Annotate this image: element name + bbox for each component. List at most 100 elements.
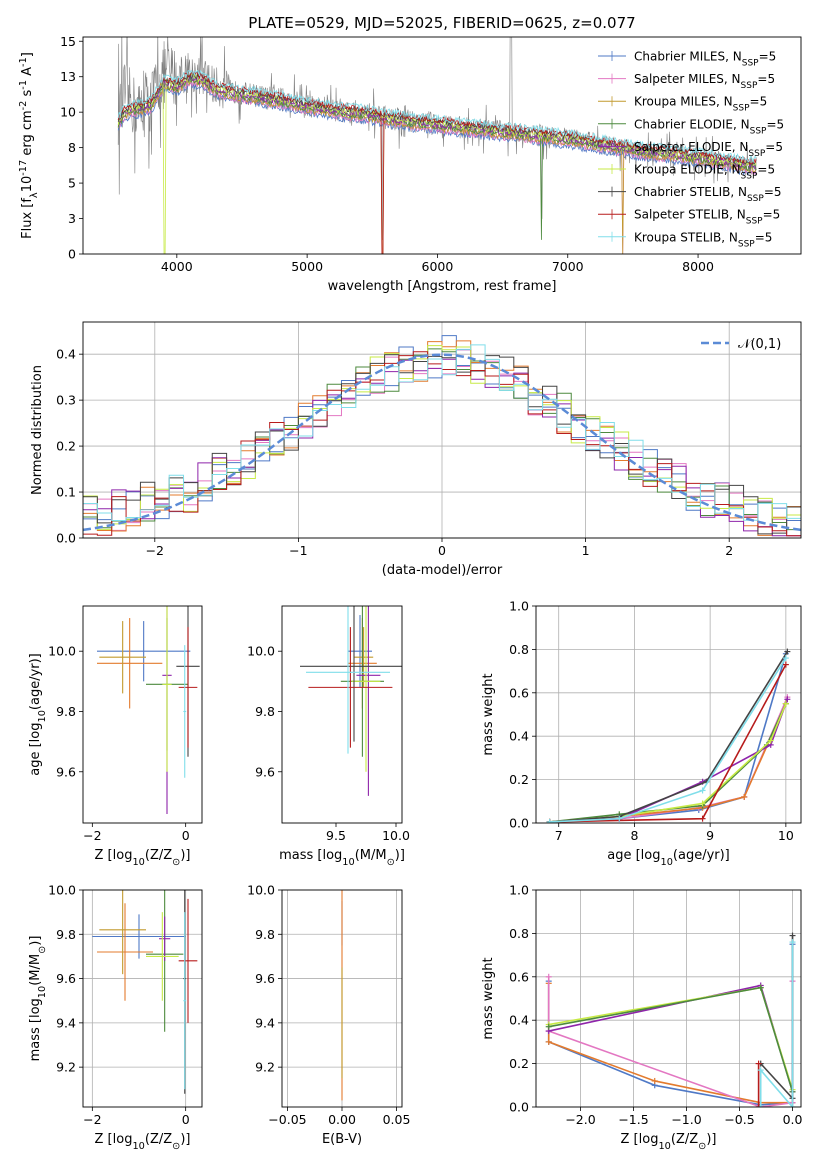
weight-line (759, 942, 794, 1107)
panel-age-vs-mass: 9.5 10.0 9.6 9.8 10.0 mass [log10(M/M⊙)] (247, 605, 410, 868)
legend-label: Chabrier ELODIE, NSSP=5 (634, 117, 784, 136)
x-tick-label: 10.0 (382, 828, 410, 843)
y-tick-label: 0.0 (56, 531, 76, 546)
legend-label: Kroupa STELIB, NSSP=5 (634, 230, 772, 249)
weight-line (549, 703, 787, 823)
plot-area (83, 335, 801, 538)
x-tick-label: −0.05 (268, 1112, 306, 1127)
y-tick-label: 9.6 (255, 971, 275, 986)
x-tick-label: −2.0 (565, 1112, 595, 1127)
y-tick-label: 15 (60, 34, 76, 49)
y-tick-label: 9.2 (255, 1060, 275, 1075)
weight-line (549, 703, 787, 823)
y-tick-label: 0.2 (509, 1056, 529, 1071)
y-tick-label: 10.0 (247, 883, 275, 898)
y-tick-label: 0 (68, 247, 76, 262)
normal-curve (83, 353, 801, 532)
y-axis-label: Normed distribution (30, 365, 45, 495)
x-tick-label: 6000 (422, 259, 454, 274)
chart-title: PLATE=0529, MJD=52025, FIBERID=0625, z=0… (248, 14, 635, 32)
axes-frame (82, 605, 203, 824)
plot-area (300, 606, 402, 796)
axes-frame (82, 321, 802, 539)
model-spectrum-line (117, 73, 757, 254)
x-tick-label: 0 (182, 828, 190, 843)
model-spectrum-line (118, 75, 757, 169)
plot-area (97, 606, 200, 814)
weight-line (549, 651, 789, 823)
x-tick-label: 5000 (291, 259, 323, 274)
x-tick-label: 0.00 (328, 1112, 356, 1127)
x-tick-label: 2 (725, 543, 733, 558)
weight-line (548, 984, 794, 1093)
x-axis-label: (data-model)/error (382, 563, 503, 578)
y-tick-label: 10.0 (48, 644, 76, 659)
plot-area (546, 648, 791, 823)
axes-frame (82, 36, 802, 255)
x-axis-label: Z [log10(Z/Z⊙)] (621, 1132, 717, 1152)
panel-weight-vs-Z: −2.0 −1.5 −1.0 −0.5 0.0 0.0 0.2 0.4 0.6 0.8 1.0 Z [… (481, 883, 803, 1152)
x-tick-label: −0.5 (724, 1112, 754, 1127)
x-tick-label: 4000 (161, 259, 193, 274)
y-axis-label: Flux [fλ10-17 erg cm-2 s-1 A-1] (18, 52, 40, 239)
x-tick-label: 0 (438, 543, 446, 558)
axes-frame (82, 889, 203, 1108)
y-axis-label: mass [log10(M/M⊙)] (28, 936, 48, 1062)
y-tick-label: 10.0 (247, 644, 275, 659)
x-tick-label: −2 (146, 543, 164, 558)
y-tick-label: 8 (68, 140, 76, 155)
legend-label: 𝒩(0,1) (738, 337, 781, 352)
axes-frame (535, 889, 802, 1108)
weight-line (549, 657, 787, 823)
legend-label: Chabrier MILES, NSSP=5 (634, 50, 776, 69)
panel-mass-vs-Z: −2 0 9.2 9.4 9.6 9.8 10.0 Z [log10(Z/Z⊙)] mass [… (28, 883, 203, 1152)
y-tick-label: 0.4 (509, 1013, 529, 1028)
x-tick-label: 0.0 (783, 1112, 803, 1127)
x-axis-label: mass [log10(M/M⊙)] (279, 848, 405, 868)
y-tick-label: 5 (68, 176, 76, 191)
y-tick-label: 0.0 (509, 816, 529, 831)
y-tick-label: 9.4 (255, 1015, 275, 1030)
axes-frame (281, 889, 403, 1108)
x-tick-label: −2 (83, 1112, 101, 1127)
x-tick-label: 9 (706, 828, 714, 843)
weight-line (547, 944, 794, 1106)
y-tick-label: 9.8 (56, 927, 76, 942)
plot-area (117, 37, 757, 254)
legend-label: Kroupa ELODIE, NSSP=5 (634, 163, 775, 182)
model-spectrum-line (117, 70, 757, 254)
x-tick-label: 7000 (552, 259, 584, 274)
y-tick-label: 0.8 (509, 642, 529, 657)
x-axis-label: Z [log10(Z/Z⊙)] (95, 1132, 191, 1152)
legend-label: Salpeter ELODIE, NSSP=5 (634, 140, 783, 159)
weight-line (549, 664, 787, 823)
panel-age-vs-Z: −2 0 9.6 9.8 10.0 Z [log10(Z/Z⊙)] age [log10(a… (28, 605, 203, 868)
x-tick-label: 0.05 (383, 1112, 411, 1127)
legend-label: Kroupa MILES, NSSP=5 (634, 95, 767, 114)
x-axis-label: E(B-V) (322, 1132, 362, 1147)
y-tick-label: 9.4 (56, 1015, 76, 1030)
y-tick-label: 0.4 (56, 347, 76, 362)
weight-line (547, 983, 793, 1104)
axes-frame (281, 605, 403, 824)
y-tick-label: 13 (60, 69, 76, 84)
x-axis-label: age [log10(age/yr)] (607, 848, 730, 868)
plot-area (92, 890, 198, 1094)
legend-label: Salpeter STELIB, NSSP=5 (634, 208, 780, 227)
y-tick-label: 3 (68, 211, 76, 226)
axes-frame (535, 605, 802, 824)
x-tick-label: 10 (778, 828, 794, 843)
x-tick-label: −2 (83, 828, 101, 843)
weight-line (549, 703, 787, 823)
x-tick-label: −1.0 (671, 1112, 701, 1127)
y-tick-label: 9.6 (56, 971, 76, 986)
x-tick-label: −1.5 (618, 1112, 648, 1127)
legend: Chabrier MILES, NSSP=5 Salpeter MILES, NS… (598, 50, 784, 249)
x-tick-label: 9.5 (326, 828, 346, 843)
y-tick-label: 0.2 (509, 772, 529, 787)
y-tick-label: 0.1 (56, 485, 76, 500)
x-tick-label: 8 (630, 828, 638, 843)
y-tick-label: 10.0 (48, 883, 76, 898)
x-tick-label: 0 (182, 1112, 190, 1127)
legend-label: Chabrier STELIB, NSSP=5 (634, 185, 782, 204)
